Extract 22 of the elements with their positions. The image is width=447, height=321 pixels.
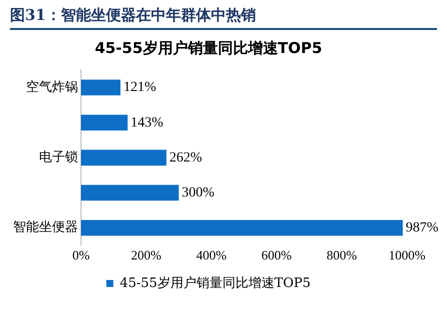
y-tick-label: 电子锁 [39,150,78,166]
legend-label: 45-55岁用户销量同比增速TOP5 [120,276,311,291]
x-tick-label: 200% [131,248,162,263]
x-tick-label: 400% [196,248,227,263]
data-label: 121% [123,80,156,96]
bar [81,150,166,166]
x-tick-label: 800% [326,248,358,263]
y-tick-label: 空气炸锅 [26,80,78,95]
data-label: 300% [182,185,215,200]
bar [81,80,120,96]
bar [81,184,179,201]
bar [81,220,403,236]
chart-title: 图31：智能坐便器在中年群体中热销 [10,6,437,30]
data-label: 987% [406,220,439,236]
bar [81,114,128,131]
chart-subtitle: 45-55岁用户销量同比增速TOP5 [94,38,322,57]
data-label: 262% [169,150,202,166]
data-label: 143% [130,115,164,130]
x-tick-label: 0% [72,248,90,263]
x-tick-label: 600% [261,248,292,263]
x-tick-label: 1000% [388,248,426,263]
y-tick-label: 智能坐便器 [13,220,78,236]
